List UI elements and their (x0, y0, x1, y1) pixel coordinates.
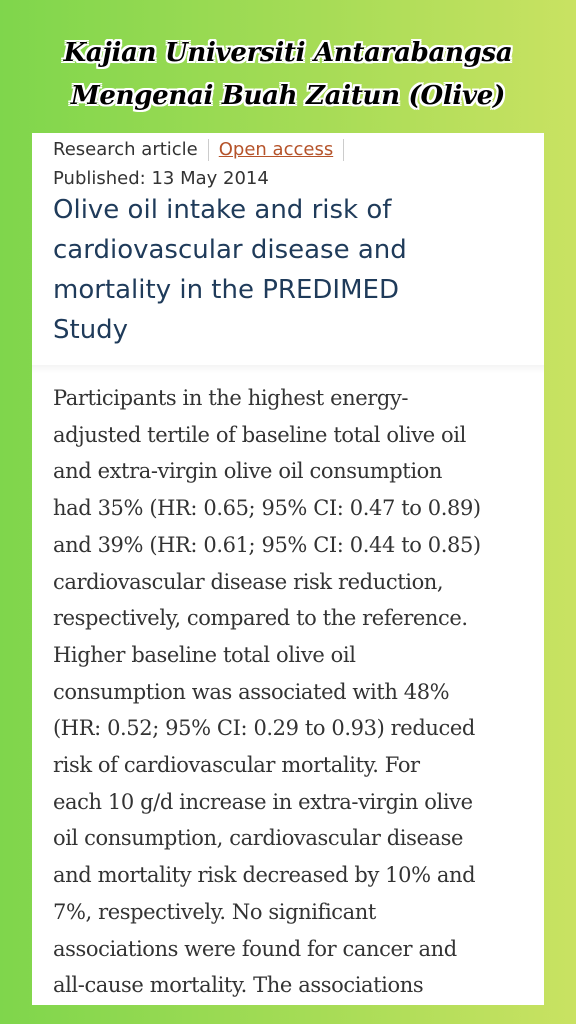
article-title-line: mortality in the PREDIMED (53, 275, 399, 305)
article-title-line: Study (53, 315, 129, 345)
body-line: adjusted tertile of baseline total olive… (53, 422, 466, 447)
published-date: Published: 13 May 2014 (53, 168, 269, 189)
body-line: and extra-virgin olive oil consumption (53, 459, 443, 484)
body-line: cardiovascular disease risk reduction, (53, 569, 444, 594)
body-line: 7%, respectively. No significant (53, 899, 376, 924)
body-line: Participants in the highest energy- (53, 386, 409, 410)
body-line: and 39% (HR: 0.61; 95% CI: 0.44 to 0.85) (53, 532, 481, 557)
body-line: oil consumption, cardiovascular disease (53, 826, 464, 851)
open-access-link[interactable]: Open access (218, 139, 334, 160)
body-line: and mortality risk decreased by 10% and (53, 863, 476, 888)
body-line: each 10 g/d increase in extra-virgin oli… (53, 789, 473, 814)
article-card: Research article Open access Published: 1… (32, 133, 544, 1005)
separator (343, 139, 345, 161)
body-line: associations were found for cancer and (53, 936, 457, 961)
article-meta: Research article Open access (53, 139, 354, 161)
body-line: respectively, compared to the reference. (53, 606, 468, 631)
header-title: Kajian Universiti Antarabangsa (63, 38, 513, 68)
header-title: Mengenai Buah Zaitun (Olive) (70, 81, 506, 111)
body-line: (HR: 0.52; 95% CI: 0.29 to 0.93) reduced (53, 716, 475, 741)
body-line: Higher baseline total olive oil (53, 642, 356, 667)
body-line: consumption was associated with 48% (53, 679, 450, 704)
divider (32, 365, 544, 373)
body-line: all-cause mortality. The associations (53, 973, 424, 998)
body-line: had 35% (HR: 0.65; 95% CI: 0.47 to 0.89) (53, 496, 481, 521)
article-type: Research article (53, 139, 198, 160)
separator (207, 139, 209, 161)
article-title-line: cardiovascular disease and (53, 235, 407, 265)
article-title-line: Olive oil intake and risk of (53, 195, 392, 225)
body-line: risk of cardiovascular mortality. For (53, 753, 420, 777)
